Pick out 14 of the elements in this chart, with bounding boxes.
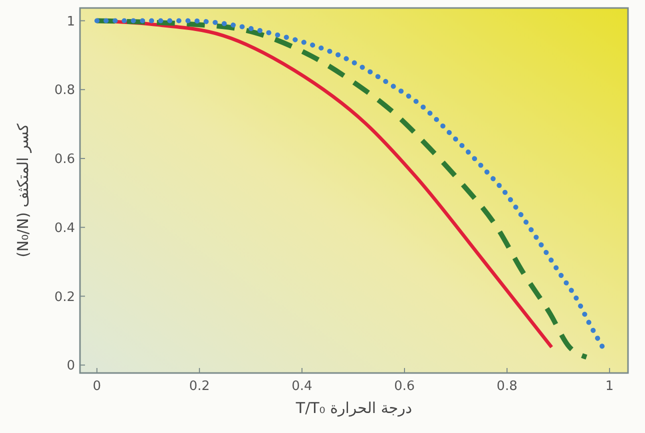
y-axis-title: كسر المتكثف (N₀/N) xyxy=(14,122,32,258)
x-tick-label: 0.6 xyxy=(394,379,415,394)
y-tick-label: 1 xyxy=(66,14,75,30)
x-tick-label: 0.4 xyxy=(292,379,312,394)
y-tick-label: 0.4 xyxy=(54,220,75,236)
x-tick-label: 0.8 xyxy=(496,379,518,394)
y-tick-label: 0.6 xyxy=(54,152,75,168)
y-tick-label: 0.2 xyxy=(54,290,75,305)
y-tick-label: 0.8 xyxy=(54,83,75,98)
x-tick-label: 1 xyxy=(605,379,614,394)
y-tick-label: 0 xyxy=(66,358,75,374)
x-tick-label: 0.2 xyxy=(189,379,210,394)
x-tick-label: 0 xyxy=(92,379,102,394)
x-axis-title: درجة الحرارة T/T₀ xyxy=(294,399,412,417)
